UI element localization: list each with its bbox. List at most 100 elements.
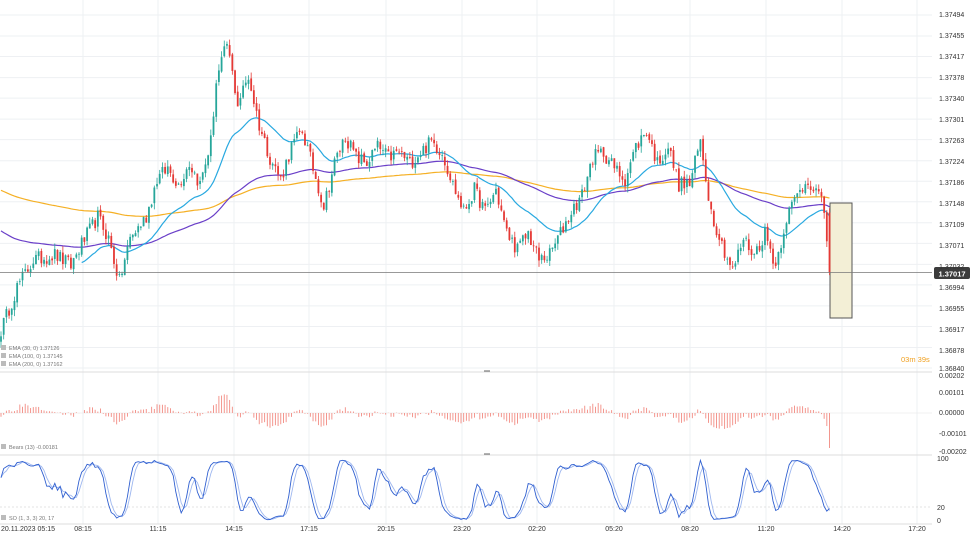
candle-body — [51, 258, 54, 261]
candle-body — [508, 227, 511, 240]
candle — [543, 250, 546, 263]
candle — [113, 243, 115, 269]
candle — [712, 209, 715, 228]
candle — [96, 206, 99, 233]
ema-line-200 — [0, 171, 830, 217]
candle-body — [379, 141, 382, 150]
candle-body — [86, 227, 88, 241]
time-tick: 14:20 — [833, 526, 851, 533]
candle — [812, 186, 815, 194]
candle-body — [53, 249, 56, 259]
candle — [250, 72, 253, 92]
candle — [126, 239, 129, 265]
candle — [266, 134, 269, 158]
candle — [686, 174, 688, 193]
ema-legend[interactable]: EMA (30, 0) 1.37126 EMA (100, 0) 1.37145… — [1, 345, 63, 368]
candle — [586, 176, 589, 198]
candle — [750, 245, 753, 261]
candle-body — [521, 235, 524, 242]
candle-body — [656, 157, 659, 161]
candle-body — [317, 179, 320, 194]
bears-histogram — [0, 394, 932, 448]
candle — [696, 148, 699, 157]
candle — [430, 136, 433, 142]
candle — [820, 188, 823, 203]
candle-body — [183, 178, 185, 187]
candle — [242, 80, 244, 100]
candle-body — [99, 209, 102, 217]
candle-body — [715, 226, 718, 236]
candle-body — [2, 317, 5, 335]
price-tick: 1.36917 — [939, 327, 964, 334]
candle-body — [115, 264, 118, 276]
candle — [234, 69, 236, 95]
candle-body — [196, 173, 199, 186]
price-tick: 1.37224 — [939, 159, 964, 166]
candle — [548, 244, 551, 267]
candle — [220, 51, 223, 73]
candle — [134, 230, 137, 237]
candle-body — [180, 184, 183, 186]
candle-body — [96, 210, 99, 227]
candle — [747, 233, 750, 256]
candle-body — [664, 154, 667, 160]
candle — [648, 132, 651, 144]
bears-legend[interactable]: Bears (13) -0.00181 — [1, 444, 58, 451]
candle-body — [801, 190, 804, 192]
candle — [177, 182, 180, 185]
time-tick: 08:20 — [681, 526, 699, 533]
candle — [753, 253, 756, 259]
price-axis[interactable]: 1.37494 1.37455 1.37417 1.37378 1.37340 … — [939, 12, 964, 373]
candle-body — [470, 201, 473, 204]
current-candle-highlight — [829, 202, 853, 319]
time-axis[interactable]: 20.11.2023 05:15 08:15 11:15 14:15 17:15… — [0, 523, 932, 533]
time-tick: 17:15 — [300, 526, 318, 533]
candle — [419, 150, 422, 161]
price-tick: 1.37263 — [939, 138, 964, 145]
candle — [782, 229, 785, 254]
legend-toggle-icon[interactable] — [1, 345, 6, 350]
candle — [481, 198, 484, 210]
legend-toggle-icon[interactable] — [1, 444, 6, 449]
candle — [468, 199, 470, 214]
candle-body — [629, 162, 632, 174]
candle-body — [758, 245, 761, 251]
candle-body — [672, 150, 675, 168]
candle-body — [304, 133, 306, 146]
candle — [807, 177, 809, 190]
candle-body — [113, 246, 115, 264]
candle-body — [591, 163, 594, 165]
candle-body — [153, 187, 156, 204]
candle-body — [478, 190, 481, 208]
candle-body — [465, 207, 468, 209]
candlesticks[interactable] — [0, 39, 831, 348]
candle — [105, 223, 107, 245]
candle — [583, 187, 586, 192]
candle-body — [551, 247, 554, 250]
legend-toggle-icon[interactable] — [1, 353, 6, 358]
so-legend[interactable]: SO (1, 3, 3) 20, 17 — [1, 515, 54, 522]
candle-body — [285, 159, 288, 176]
candle-body — [320, 194, 323, 203]
candle-body — [279, 174, 282, 177]
candle-body — [314, 172, 317, 179]
candle-body — [137, 226, 140, 233]
candle — [562, 223, 565, 234]
candle-body — [575, 202, 578, 211]
candle — [317, 176, 320, 197]
candle-body — [261, 131, 263, 134]
candle-body — [126, 246, 129, 260]
candle-body — [764, 227, 766, 246]
candle-body — [139, 226, 142, 228]
candle-body — [387, 149, 390, 152]
candle — [129, 233, 132, 249]
candle-body — [169, 166, 172, 173]
candle — [624, 174, 626, 191]
candle — [737, 243, 739, 265]
candle-body — [626, 173, 629, 187]
candle — [374, 148, 376, 152]
candle-body — [360, 154, 363, 165]
legend-toggle-icon[interactable] — [1, 361, 6, 366]
legend-toggle-icon[interactable] — [1, 515, 6, 520]
